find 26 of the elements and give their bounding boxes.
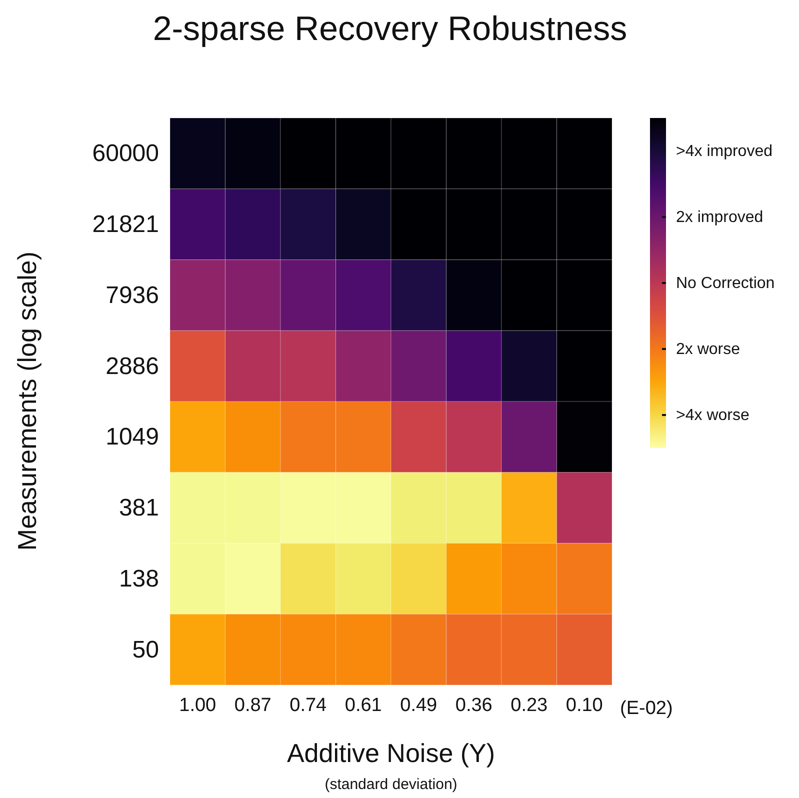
x-tick-label: 0.49 xyxy=(400,695,438,716)
x-tick-label: 0.10 xyxy=(566,695,603,716)
color-bar-label: >4x improved xyxy=(676,143,772,160)
x-tick-label: 0.36 xyxy=(455,695,492,716)
y-tick-label: 60000 xyxy=(92,140,159,168)
y-tick-label: 21821 xyxy=(92,210,159,238)
text: (standard deviation) xyxy=(324,776,458,793)
y-tick-label: 50 xyxy=(132,636,159,664)
color-bar-label: 2x improved xyxy=(676,209,764,226)
x-tick-label: 0.74 xyxy=(290,695,328,716)
text: (E-02) xyxy=(620,698,673,719)
color-bar-label: >4x worse xyxy=(676,407,750,424)
y-tick-label: 1049 xyxy=(106,424,159,451)
color-bar-label: 2x worse xyxy=(676,341,740,358)
y-axis-title: Measurements (log scale) xyxy=(12,251,42,551)
y-tick-label: 2886 xyxy=(106,352,159,380)
y-tick-label: 7936 xyxy=(106,282,159,309)
x-axis-title: Additive Noise (Y) xyxy=(286,738,496,768)
y-tick-label: 138 xyxy=(118,565,159,592)
x-tick-label: 0.61 xyxy=(344,695,382,716)
color-bar-label: No Correction xyxy=(676,275,775,292)
x-tick-label: 1.00 xyxy=(179,695,216,716)
x-tick-label: 0.87 xyxy=(234,695,272,716)
chart-title: 2-sparse Recovery Robustness xyxy=(152,10,628,48)
y-tick-label: 381 xyxy=(118,494,159,522)
x-tick-label: 0.23 xyxy=(510,695,548,716)
